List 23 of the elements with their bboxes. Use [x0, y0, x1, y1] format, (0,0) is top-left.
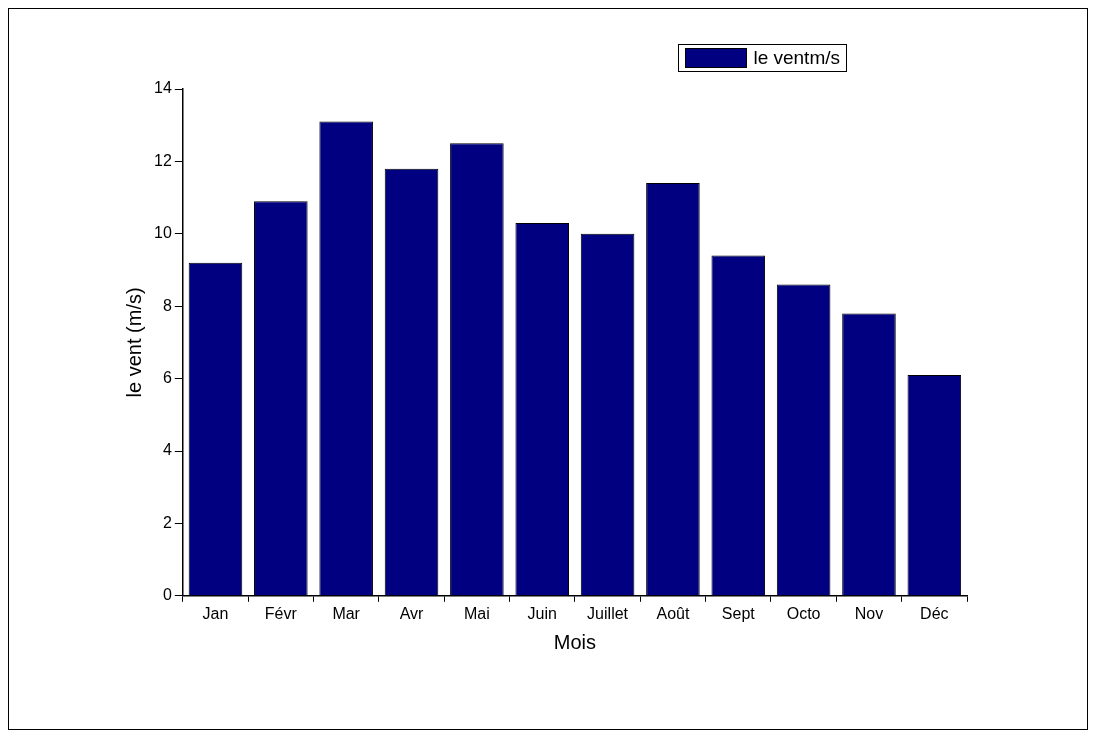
y-tick-label: 2 [162, 513, 172, 531]
x-tick-label: Févr [264, 604, 298, 622]
x-tick-label: Avr [399, 604, 425, 622]
y-tick-label: 14 [154, 79, 172, 97]
x-tick-label: Déc [920, 604, 949, 622]
x-tick-label: Août [656, 604, 690, 622]
x-tick-label: Juin [527, 604, 557, 622]
x-tick-label: Sept [721, 604, 756, 622]
x-tick-label: Nov [854, 604, 884, 622]
x-axis-title: Mois [553, 630, 597, 653]
y-tick-label: 10 [154, 224, 172, 242]
y-tick-label: 0 [162, 586, 172, 604]
x-tick-label: Mai [463, 604, 490, 622]
y-tick-label: 12 [154, 151, 172, 169]
y-tick-label: 8 [162, 296, 172, 314]
x-tick-label: Jan [202, 604, 229, 622]
text: le ventm/s [753, 47, 840, 69]
y-tick-label: 6 [162, 369, 172, 387]
x-tick-label: Mar [332, 604, 361, 622]
y-tick-label: 4 [162, 441, 172, 459]
x-tick-label: Juillet [587, 604, 629, 622]
x-tick-label: Octo [786, 604, 821, 622]
y-axis-title: le vent (m/s) [122, 287, 145, 398]
